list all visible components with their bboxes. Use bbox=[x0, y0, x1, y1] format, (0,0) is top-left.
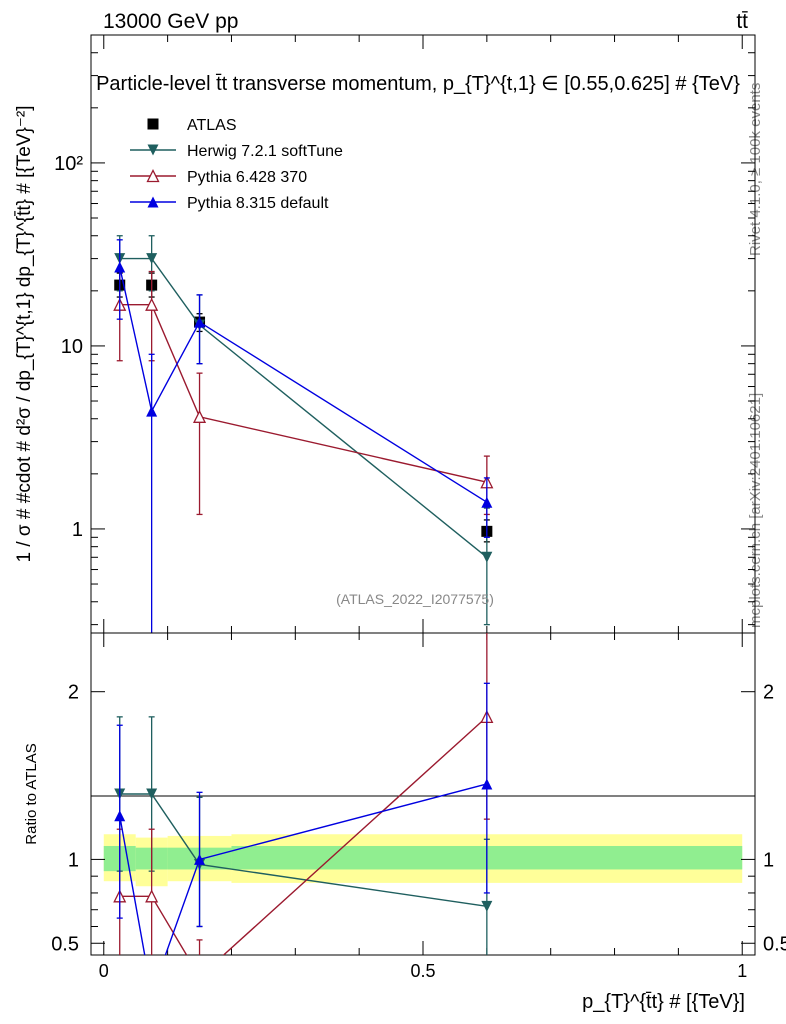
legend-marker bbox=[146, 169, 160, 183]
ratio-panel: 0 0.5 1 0.5 0.5 1 1 2 2 Ratio to ATLAS bbox=[23, 632, 786, 999]
x-tick-label: 0.5 bbox=[410, 961, 435, 981]
main-data-point bbox=[146, 405, 158, 417]
ratio-data-point bbox=[481, 900, 493, 912]
y-tick-label: 10 bbox=[61, 336, 83, 358]
main-data-point bbox=[481, 551, 493, 563]
ratio-frame bbox=[90, 632, 756, 956]
ratio-series-2 bbox=[114, 682, 493, 999]
main-data-point bbox=[192, 409, 207, 423]
y-tick-label: 10² bbox=[54, 153, 83, 175]
x-axis-label: p_{T}^{t̄t} # [{TeV}] bbox=[582, 991, 745, 1013]
main-series-0 bbox=[114, 272, 493, 543]
main-data-point bbox=[114, 261, 126, 273]
y-axis-label: 1 / σ # #cdot # d²σ / dp_{T}^{t,1} dp_{T… bbox=[14, 106, 35, 563]
main-panel: 1 10 10² Particle-level t̄t transverse mom… bbox=[14, 34, 756, 634]
main-series-3 bbox=[114, 239, 493, 633]
main-data-point bbox=[194, 316, 206, 328]
chart-title: Particle-level t̄t transverse momentum, … bbox=[96, 73, 740, 95]
watermark: (ATLAS_2022_I2077575) bbox=[336, 591, 494, 607]
main-series-line bbox=[119, 266, 488, 503]
ratio-y-tick-label: 2 bbox=[68, 682, 79, 704]
main-data-point bbox=[145, 297, 159, 311]
ratio-data-point bbox=[145, 889, 159, 903]
ratio-data-point bbox=[481, 778, 493, 790]
legend-marker bbox=[147, 196, 159, 208]
process-label: tt̄ bbox=[736, 10, 748, 33]
ratio-data-point bbox=[194, 971, 205, 982]
legend-item: Pythia 6.428 370 bbox=[130, 169, 307, 186]
legend-item: Herwig 7.2.1 softTune bbox=[130, 143, 343, 160]
ratio-series-1 bbox=[113, 633, 494, 982]
main-series-line bbox=[119, 257, 488, 558]
ratio-y-tick-label: 1 bbox=[68, 849, 79, 871]
legend-label: ATLAS bbox=[187, 117, 237, 134]
main-series-line bbox=[119, 303, 488, 483]
ratio-y-tick-label-right: 0.5 bbox=[763, 933, 786, 955]
ratio-y-tick-label-right: 1 bbox=[763, 849, 774, 871]
x-tick-label: 1 bbox=[737, 961, 747, 981]
legend-marker bbox=[147, 144, 159, 156]
main-series-1 bbox=[114, 235, 493, 626]
main-series-2 bbox=[113, 270, 494, 516]
legend-label: Pythia 8.315 default bbox=[187, 195, 329, 212]
legend-marker bbox=[147, 118, 159, 130]
ratio-data-point bbox=[114, 810, 126, 822]
ratio-series-line bbox=[119, 783, 488, 955]
ratio-data-point bbox=[194, 853, 206, 865]
x-tick-label: 0 bbox=[99, 961, 109, 981]
main-data-point bbox=[481, 496, 493, 508]
legend-item: Pythia 8.315 default bbox=[130, 195, 329, 212]
ratio-data-point bbox=[146, 988, 157, 999]
ratio-axis-label: Ratio to ATLAS bbox=[23, 743, 40, 844]
main-data-point bbox=[146, 253, 158, 265]
legend: ATLAS Herwig 7.2.1 softTune Pythia 6.428 3… bbox=[130, 117, 343, 212]
legend-label: Herwig 7.2.1 softTune bbox=[187, 143, 343, 160]
ratio-series-line bbox=[119, 716, 488, 955]
legend-item: ATLAS bbox=[147, 117, 237, 134]
energy-label: 13000 GeV pp bbox=[103, 10, 238, 33]
legend-label: Pythia 6.428 370 bbox=[187, 169, 307, 186]
ratio-series-line bbox=[119, 793, 487, 908]
ratio-data-point bbox=[146, 788, 158, 800]
y-tick-label: 1 bbox=[72, 519, 83, 541]
ratio-y-tick-label: 0.5 bbox=[51, 933, 79, 955]
ratio-y-tick-label-right: 2 bbox=[763, 682, 774, 704]
